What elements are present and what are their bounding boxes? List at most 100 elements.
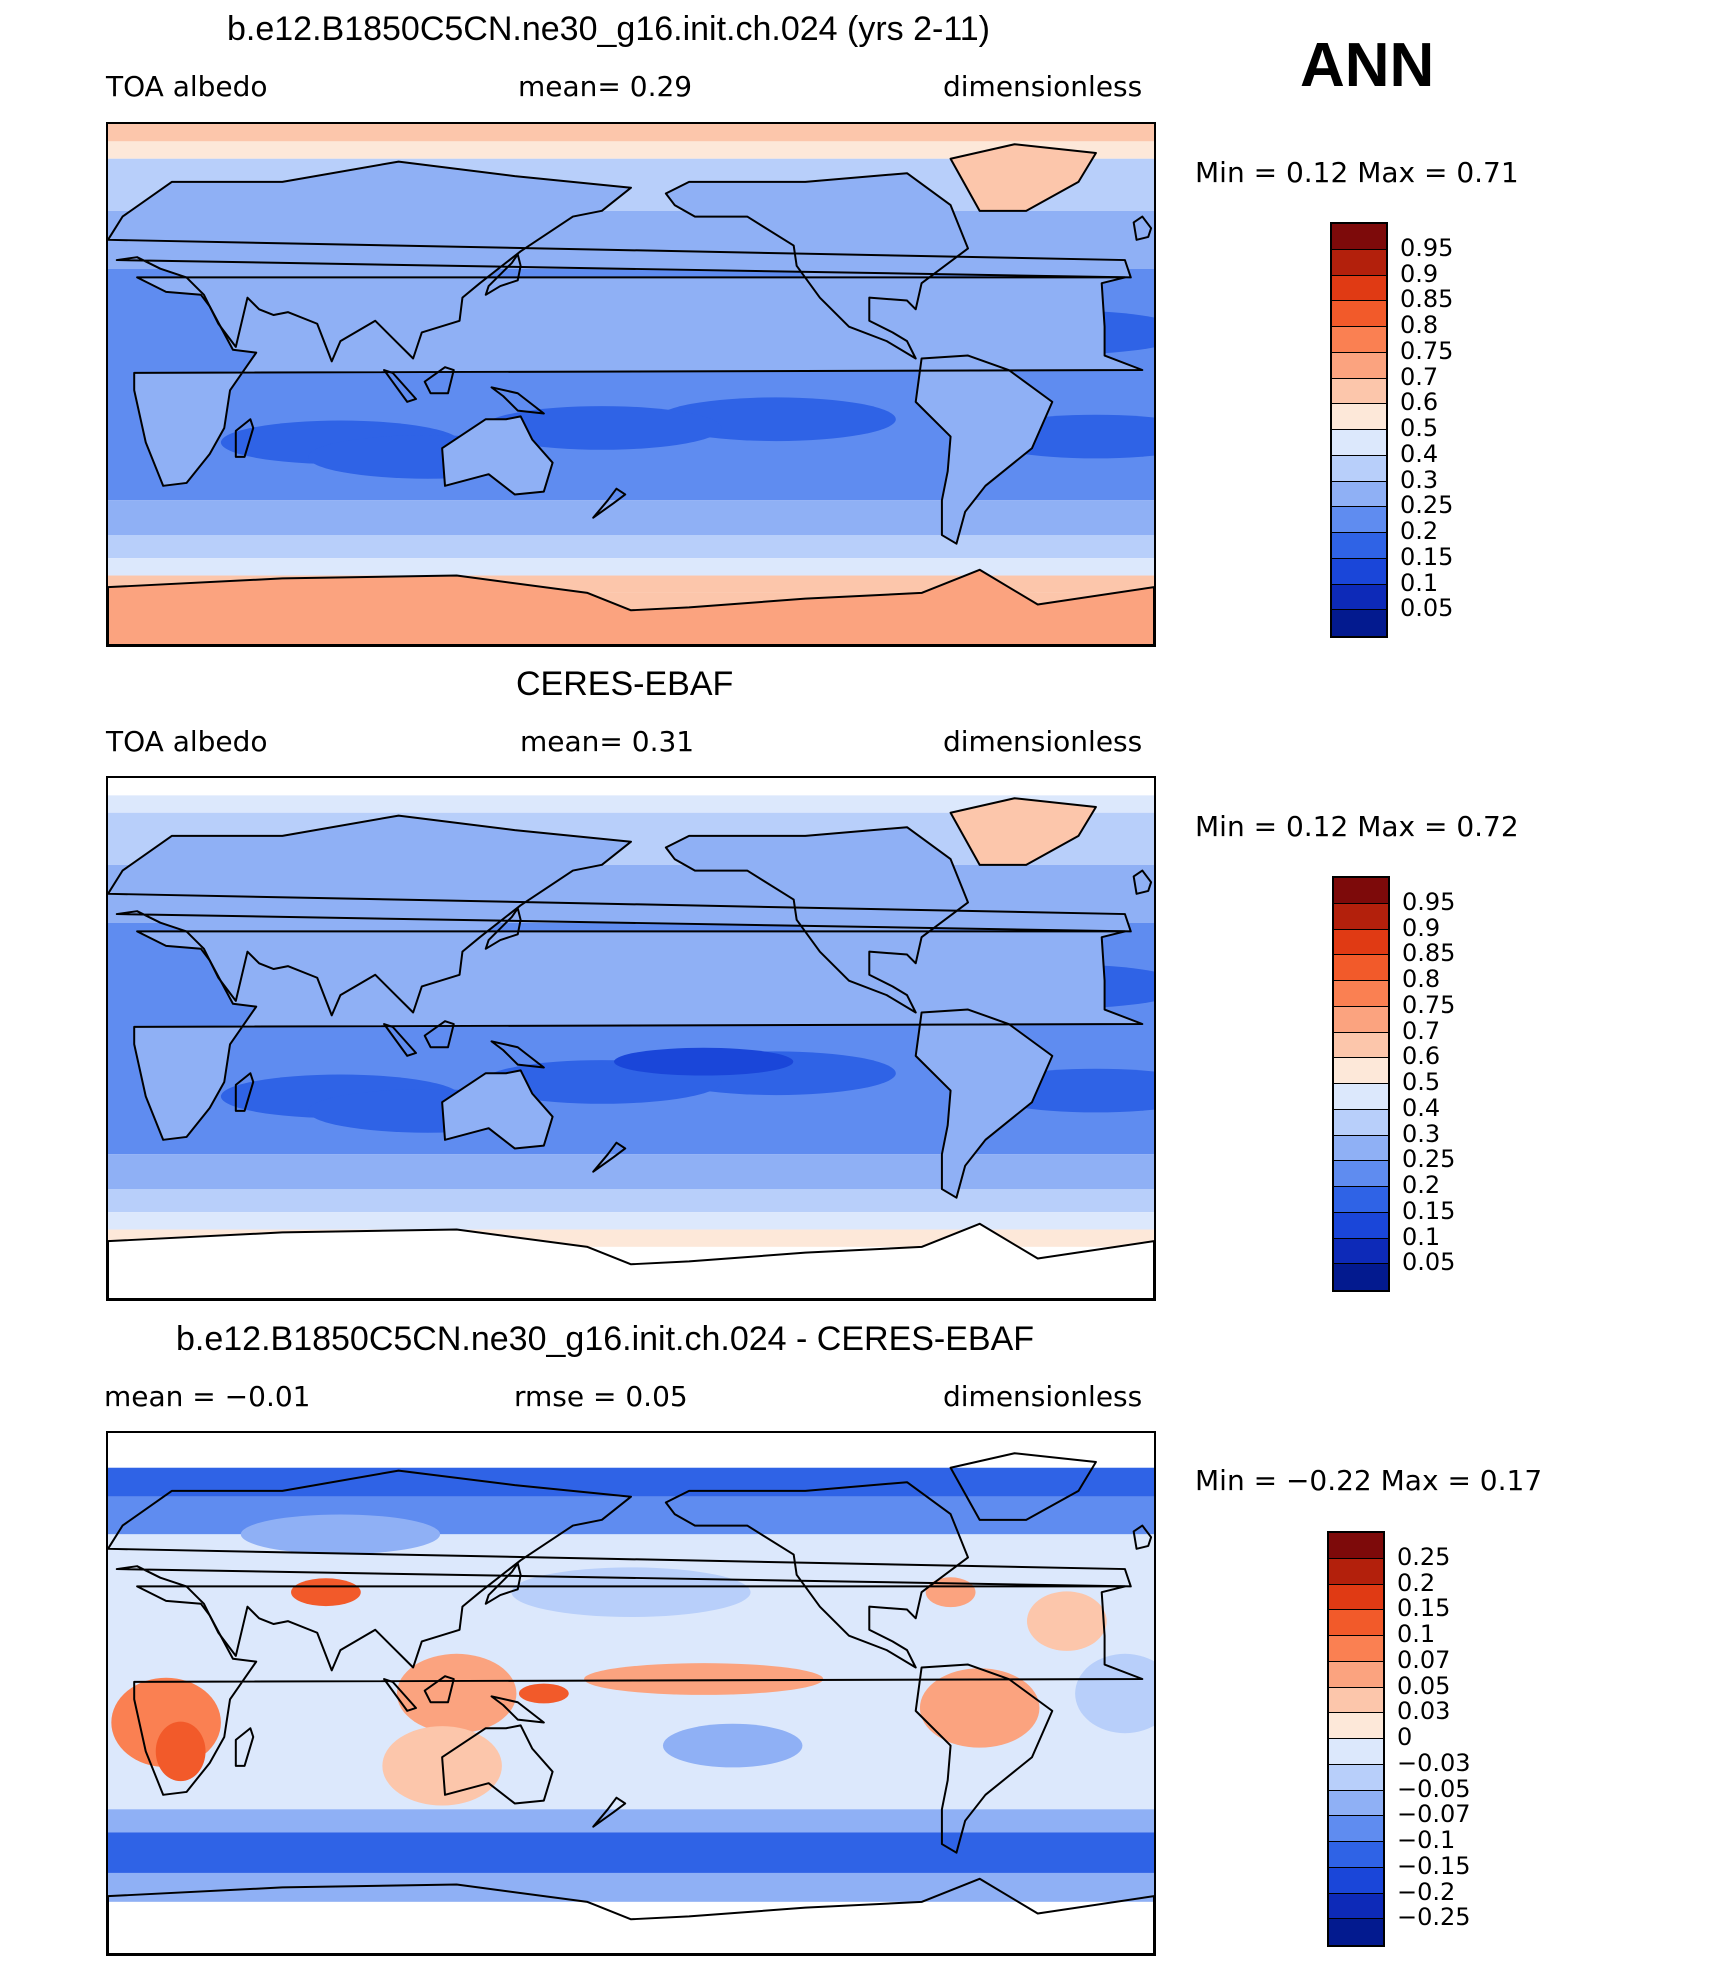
coastline bbox=[234, 1727, 255, 1767]
panel1-variable: TOA albedo bbox=[106, 70, 268, 103]
colorbar-swatch bbox=[1332, 584, 1386, 611]
land-fill bbox=[915, 355, 1053, 544]
coastline bbox=[108, 814, 1132, 1017]
coastline bbox=[234, 1072, 255, 1112]
colorbar-swatch bbox=[1334, 1187, 1388, 1213]
coastline bbox=[664, 172, 970, 360]
colorbar-swatch bbox=[1334, 1084, 1388, 1110]
coastline bbox=[108, 1877, 1154, 1954]
map-band bbox=[108, 795, 1154, 813]
colorbar-swatch bbox=[1332, 224, 1386, 250]
colorbar-level-label: 0.03 bbox=[1397, 1697, 1451, 1726]
coastline bbox=[108, 160, 1132, 363]
colorbar-swatch bbox=[1332, 507, 1386, 533]
season-label: ANN bbox=[1300, 31, 1435, 100]
colorbar-swatch bbox=[1332, 378, 1386, 405]
antarctica-fill bbox=[108, 1223, 1154, 1299]
colorbar-swatch bbox=[1332, 352, 1386, 379]
map-contour bbox=[396, 1653, 517, 1734]
colorbar-level-label: 0.5 bbox=[1402, 1068, 1441, 1096]
coastline bbox=[133, 930, 1144, 1141]
colorbar-level-label: 0.1 bbox=[1400, 568, 1439, 597]
colorbar-swatch bbox=[1334, 903, 1388, 930]
map-band bbox=[108, 1433, 1154, 1468]
colorbar-swatch bbox=[1334, 1109, 1388, 1136]
greenland-fill bbox=[950, 144, 1096, 211]
colorbar-level-label: 0.9 bbox=[1402, 913, 1441, 942]
land-fill bbox=[442, 1070, 553, 1149]
colorbar-swatch bbox=[1329, 1842, 1383, 1868]
greenland-fill bbox=[950, 798, 1096, 865]
colorbar-swatch bbox=[1329, 1893, 1383, 1920]
coastline bbox=[490, 386, 545, 415]
colorbar-swatch bbox=[1329, 1610, 1383, 1636]
map-band bbox=[108, 1154, 1154, 1190]
map-contour bbox=[240, 1514, 441, 1555]
panel2-minmax: Min = 0.12 Max = 0.72 bbox=[1195, 810, 1519, 843]
colorbar-swatch bbox=[1334, 1032, 1388, 1059]
colorbar-level-label: 0.15 bbox=[1402, 1196, 1456, 1225]
coastline bbox=[383, 369, 418, 403]
colorbar-level-label: 0 bbox=[1397, 1723, 1413, 1751]
colorbar-level-label: −0.25 bbox=[1397, 1903, 1471, 1932]
colorbar-level-label: 0.8 bbox=[1400, 311, 1439, 339]
land-fill bbox=[108, 161, 1131, 362]
coastline bbox=[441, 415, 554, 496]
panel1-minmax: Min = 0.12 Max = 0.71 bbox=[1195, 156, 1519, 189]
colorbar-swatch bbox=[1334, 1006, 1388, 1033]
panel3-rmse: rmse = 0.05 bbox=[514, 1380, 688, 1413]
colorbar-level-label: 0.05 bbox=[1397, 1671, 1451, 1700]
colorbar-swatch bbox=[1332, 533, 1386, 559]
colorbar-swatch bbox=[1334, 1238, 1388, 1265]
map-contour bbox=[1026, 1591, 1107, 1651]
map-band bbox=[108, 141, 1154, 159]
colorbar-level-label: 0.2 bbox=[1400, 517, 1439, 545]
map-contour bbox=[1075, 1653, 1154, 1734]
colorbar-swatch bbox=[1332, 558, 1386, 585]
coastline bbox=[1132, 215, 1153, 241]
panel3-title: b.e12.B1850C5CN.ne30_g16.init.ch.024 - C… bbox=[176, 1320, 1035, 1358]
coastline bbox=[108, 1222, 1154, 1299]
colorbar-swatch bbox=[1329, 1661, 1383, 1688]
map-svg bbox=[108, 124, 1154, 645]
colorbar-level-label: −0.05 bbox=[1397, 1774, 1471, 1803]
colorbar-swatch bbox=[1334, 878, 1388, 904]
map-band bbox=[108, 1467, 1154, 1497]
coastline bbox=[664, 826, 970, 1014]
colorbar-swatch bbox=[1332, 275, 1386, 302]
colorbar-swatch bbox=[1329, 1764, 1383, 1791]
panel2-map bbox=[106, 776, 1156, 1301]
panel2-mean: mean= 0.31 bbox=[520, 725, 695, 758]
panel3-units: dimensionless bbox=[943, 1380, 1143, 1413]
map-band bbox=[108, 535, 1154, 559]
coastline bbox=[441, 1724, 554, 1805]
coastline bbox=[949, 143, 1097, 212]
colorbar-swatch bbox=[1329, 1533, 1383, 1559]
colorbar-level-label: 0.2 bbox=[1397, 1568, 1436, 1597]
coastline bbox=[108, 1469, 1132, 1672]
coastline bbox=[592, 1796, 627, 1828]
land-fill bbox=[665, 173, 969, 359]
coastline bbox=[490, 1040, 545, 1069]
map-contour bbox=[662, 1723, 803, 1768]
coastline bbox=[664, 1481, 970, 1669]
colorbar-swatch bbox=[1334, 955, 1388, 981]
land-fill bbox=[442, 416, 553, 495]
coastline bbox=[133, 1585, 1144, 1796]
map-contour bbox=[291, 1578, 361, 1607]
coastline bbox=[592, 1141, 627, 1173]
coastline bbox=[490, 1695, 545, 1724]
map-contour bbox=[518, 1683, 569, 1704]
coastline bbox=[484, 907, 522, 950]
coastline bbox=[1132, 1524, 1153, 1550]
panel2-units: dimensionless bbox=[943, 725, 1143, 758]
colorbar-level-label: 0.1 bbox=[1402, 1222, 1441, 1251]
colorbar-swatch bbox=[1329, 1584, 1383, 1611]
antarctica-fill bbox=[108, 569, 1154, 645]
coastline bbox=[1132, 869, 1153, 895]
panel3-mean: mean = −0.01 bbox=[104, 1380, 311, 1413]
land-fill bbox=[665, 827, 969, 1013]
colorbar-level-label: 0.6 bbox=[1400, 388, 1439, 417]
map-contour bbox=[919, 1668, 1040, 1748]
map-contour bbox=[511, 1567, 751, 1618]
